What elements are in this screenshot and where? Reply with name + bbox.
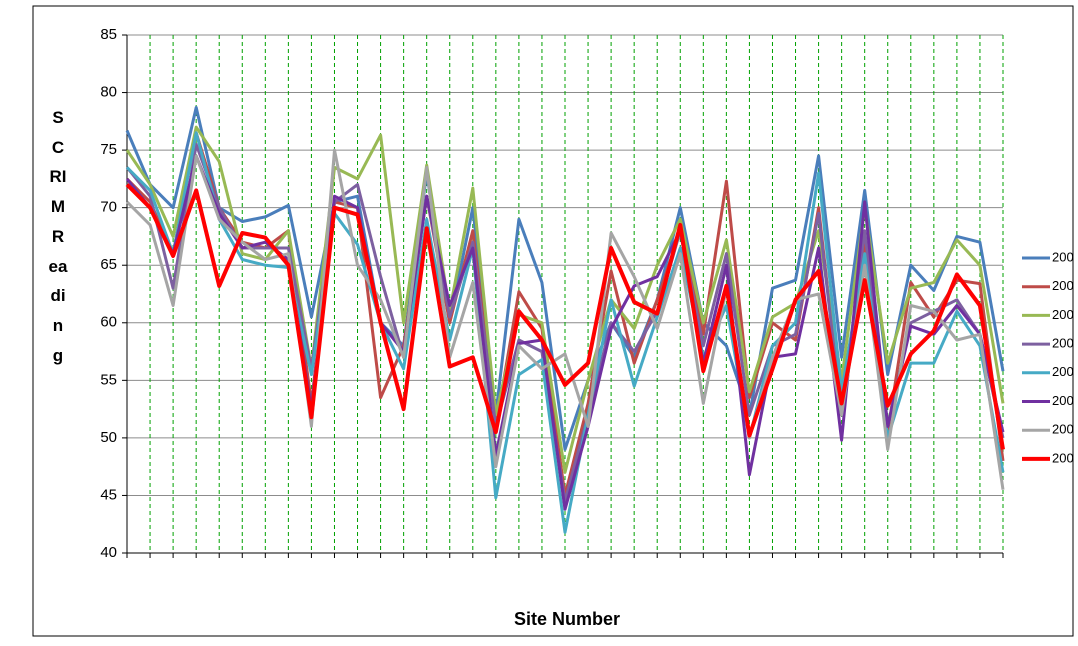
legend-label: 200: [1052, 393, 1074, 408]
y-tick-label: 65: [100, 256, 117, 273]
legend-label: 200: [1052, 307, 1074, 322]
y-tick-label: 50: [100, 429, 117, 446]
legend-label: 200: [1052, 336, 1074, 351]
y-tick-label: 70: [100, 199, 117, 216]
legend-label: 200: [1052, 278, 1074, 293]
y-tick-label: 75: [100, 141, 117, 158]
legend-label: 200: [1052, 364, 1074, 379]
y-tick-label: 85: [100, 26, 117, 43]
series-line: [125, 183, 1005, 450]
legend-label: 200: [1052, 450, 1074, 465]
chart-frame: [32, 5, 1074, 637]
x-axis-title: Site Number: [514, 609, 620, 629]
legend-label: 200: [1052, 422, 1074, 437]
y-tick-label: 40: [100, 544, 117, 561]
series-line: [125, 106, 1005, 451]
series-line: [125, 131, 1005, 534]
y-tick-label: 45: [100, 486, 117, 503]
y-tick-label: 55: [100, 371, 117, 388]
y-axis-title: SCRIM Reading: [48, 108, 70, 365]
y-tick-label: 80: [100, 84, 117, 101]
legend-label: 200: [1052, 249, 1074, 264]
y-tick-label: 60: [100, 314, 117, 331]
